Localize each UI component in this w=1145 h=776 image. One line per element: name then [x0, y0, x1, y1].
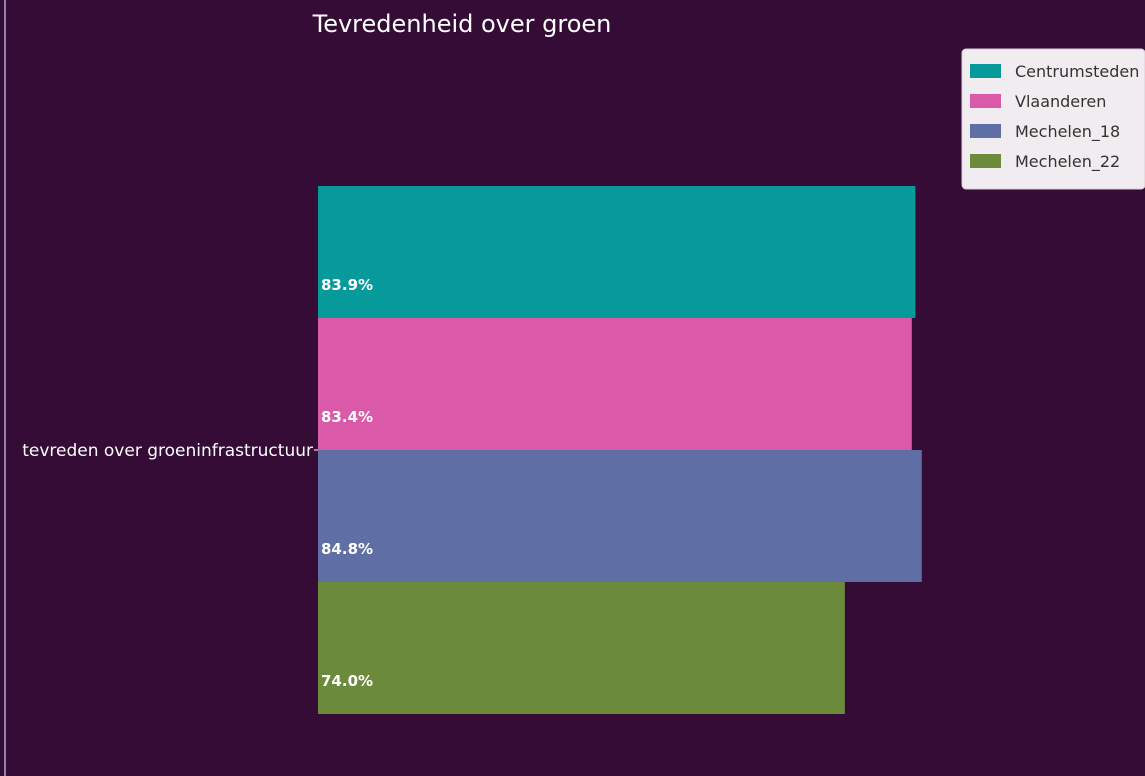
- bar-value-label: 83.9%: [321, 276, 373, 294]
- bar-vlaanderen: [318, 318, 912, 450]
- bar-centrumsteden: [318, 186, 916, 318]
- legend-item-label: Mechelen_18: [1015, 122, 1120, 142]
- legend-swatch: [970, 154, 1001, 168]
- legend-box: [961, 48, 1145, 190]
- bar-mechelen-22: [318, 582, 845, 714]
- bar-value-label: 83.4%: [321, 408, 373, 426]
- chart-title: Tevredenheid over groen: [312, 10, 612, 38]
- legend-item-label: Vlaanderen: [1015, 92, 1106, 111]
- bar-mechelen-18: [318, 450, 922, 582]
- labels-group: 83.9% 83.4% 84.8% 74.0% tevreden over groeni…: [22, 276, 373, 690]
- bars-group: [318, 186, 922, 714]
- bar-value-label: 84.8%: [321, 540, 373, 558]
- category-label: tevreden over groeninfrastructuur: [22, 441, 313, 461]
- legend-swatch: [970, 124, 1001, 138]
- legend-item-label: Centrumsteden: [1015, 62, 1139, 81]
- bar-value-label: 74.0%: [321, 672, 373, 690]
- legend-swatch: [970, 94, 1001, 108]
- legend-item-label: Mechelen_22: [1015, 152, 1120, 172]
- legend: Centrumsteden Vlaanderen Mechelen_18 Mechel…: [961, 48, 1145, 190]
- legend-swatch: [970, 64, 1001, 78]
